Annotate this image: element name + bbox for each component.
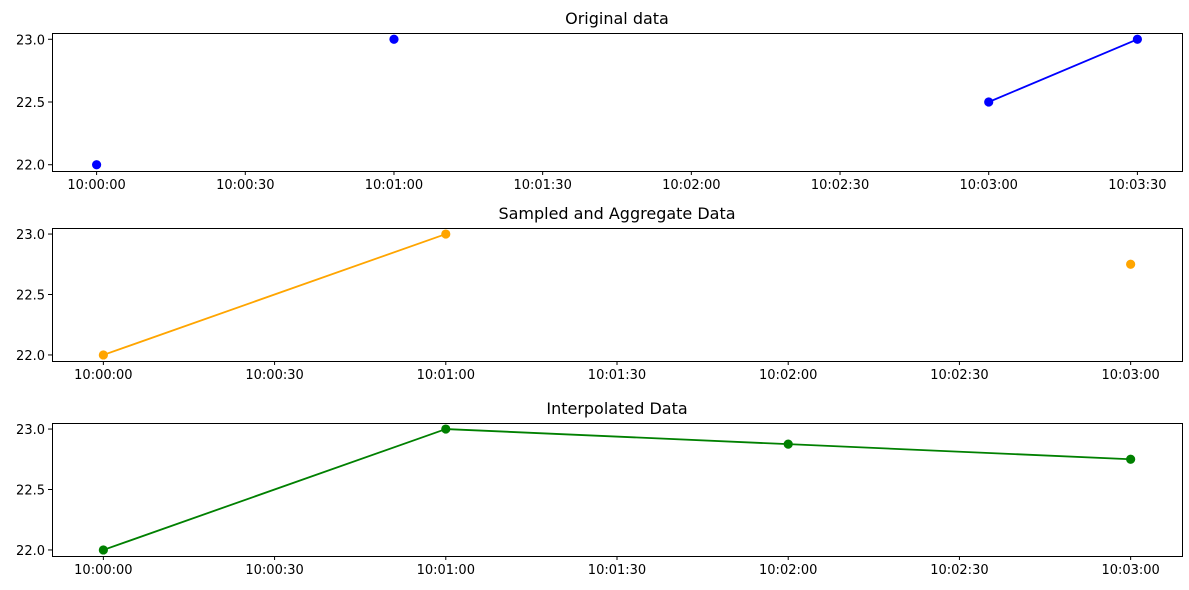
- x-tick-label: 10:03:30: [1108, 178, 1166, 193]
- y-tick-label: 23.0: [16, 423, 45, 438]
- x-tick-label: 10:01:00: [417, 368, 475, 383]
- subplot-title: Sampled and Aggregate Data: [498, 204, 735, 223]
- plot-frame: [52, 33, 1183, 172]
- y-tick-label: 22.0: [16, 159, 45, 174]
- x-tick-label: 10:00:30: [216, 178, 274, 193]
- x-tick-label: 10:00:30: [245, 563, 303, 578]
- data-point: [1132, 34, 1142, 44]
- x-tick-label: 10:03:00: [1101, 368, 1159, 383]
- subplot-2: Sampled and Aggregate Data 10:00:00 10:00:…: [16, 204, 1183, 383]
- y-tick-label: 23.0: [16, 228, 45, 243]
- x-tick-label: 10:01:30: [588, 563, 646, 578]
- subplot-1: Original data 10:00:00 10:00:30 10:01:00 10:…: [16, 9, 1183, 193]
- subplot-3: Interpolated Data 10:00:00 10:00:30 10:01:0…: [16, 399, 1183, 578]
- subplot-title: Original data: [565, 9, 669, 28]
- data-point: [389, 34, 399, 44]
- x-tick-label: 10:00:00: [74, 368, 132, 383]
- x-tick-label: 10:03:00: [960, 178, 1018, 193]
- x-tick-label: 10:02:00: [759, 368, 817, 383]
- data-point: [92, 160, 102, 170]
- data-point: [783, 439, 793, 449]
- data-point: [1126, 259, 1136, 269]
- x-tick-label: 10:01:00: [365, 178, 423, 193]
- x-tick-label: 10:02:00: [759, 563, 817, 578]
- x-tick-label: 10:02:30: [930, 563, 988, 578]
- y-tick-label: 23.0: [16, 33, 45, 48]
- y-tick-label: 22.5: [16, 96, 45, 111]
- x-tick-label: 10:00:00: [74, 563, 132, 578]
- series-line-segment: [102, 233, 447, 356]
- subplot-title: Interpolated Data: [546, 399, 687, 418]
- series-line-segment: [787, 443, 1132, 461]
- data-point: [98, 545, 108, 555]
- data-point: [441, 424, 451, 434]
- data-point: [98, 350, 108, 360]
- x-tick-label: 10:01:30: [588, 368, 646, 383]
- y-tick-label: 22.0: [16, 349, 45, 364]
- data-point: [441, 229, 451, 239]
- x-tick-label: 10:01:30: [513, 178, 571, 193]
- series-line-segment: [987, 38, 1139, 103]
- x-tick-label: 10:00:00: [67, 178, 125, 193]
- x-tick-label: 10:02:00: [662, 178, 720, 193]
- x-tick-label: 10:02:30: [811, 178, 869, 193]
- series-line-segment: [102, 428, 447, 551]
- series-line-segment: [444, 428, 790, 446]
- x-tick-label: 10:03:00: [1101, 563, 1159, 578]
- plot-frame: [52, 228, 1183, 362]
- y-tick-label: 22.5: [16, 289, 45, 304]
- y-tick-label: 22.0: [16, 544, 45, 559]
- plot-frame: [52, 423, 1183, 557]
- y-tick-label: 22.5: [16, 484, 45, 499]
- x-tick-label: 10:02:30: [930, 368, 988, 383]
- x-tick-label: 10:00:30: [245, 368, 303, 383]
- data-point: [984, 97, 994, 107]
- data-point: [1126, 454, 1136, 464]
- x-tick-label: 10:01:00: [417, 563, 475, 578]
